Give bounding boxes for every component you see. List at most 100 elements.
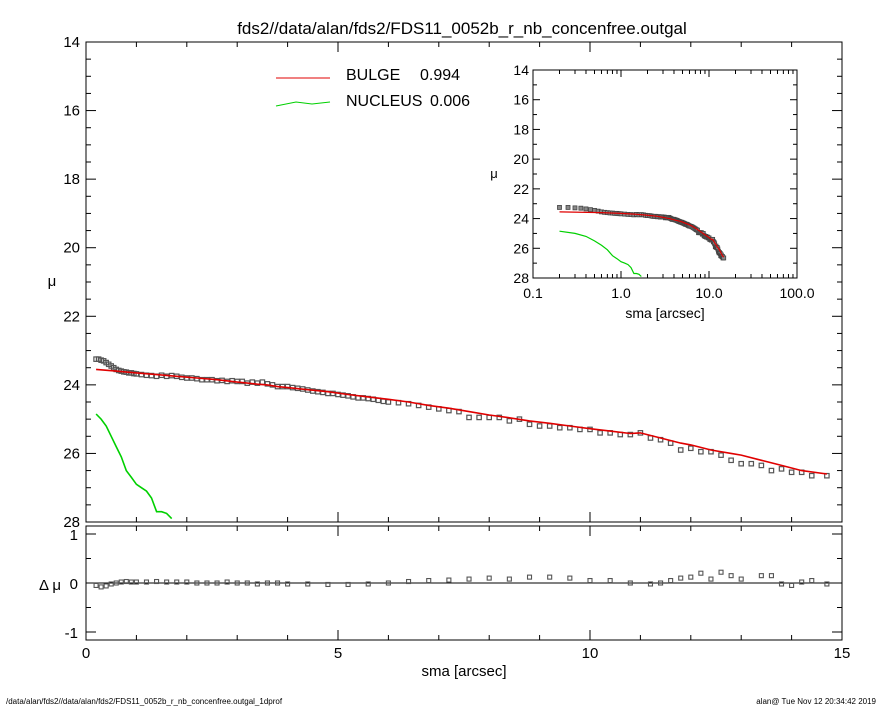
main-data-point bbox=[738, 460, 745, 467]
residual-data-point bbox=[264, 580, 270, 586]
residual-data-point bbox=[758, 573, 764, 579]
legend-bulge-name: BULGE bbox=[346, 67, 400, 84]
inset-x-tick-label: 10.0 bbox=[695, 285, 722, 301]
residual-data-point bbox=[174, 579, 180, 585]
inset-y-tick-label: 18 bbox=[513, 121, 529, 137]
inset-y-tick-label: 14 bbox=[513, 62, 529, 78]
main-data-point bbox=[320, 389, 326, 396]
inset-y-axis-label: μ bbox=[490, 166, 498, 181]
residual-data-point bbox=[778, 581, 785, 587]
main-data-point bbox=[748, 460, 755, 467]
main-data-point bbox=[728, 457, 734, 464]
main-data-point bbox=[758, 462, 765, 469]
inset-x-axis-label: sma [arcsec] bbox=[625, 305, 704, 321]
main-axis-ticks: 14 16 18 20 22 24 26 28 bbox=[63, 34, 843, 531]
main-y-tick-label: 16 bbox=[63, 103, 80, 120]
residual-data-point bbox=[98, 584, 104, 590]
residual-y-axis-label: Δ μ bbox=[39, 577, 61, 594]
residual-y-tick-label: 0 bbox=[70, 576, 78, 593]
residual-data-point bbox=[824, 581, 830, 587]
main-data-point bbox=[698, 448, 704, 455]
residual-data-point bbox=[194, 580, 200, 586]
inset-series-nucleus-line bbox=[559, 230, 642, 277]
residual-x-tick-label: 15 bbox=[834, 645, 851, 662]
residual-data-point bbox=[385, 580, 391, 586]
residual-data-point bbox=[204, 580, 210, 586]
inset-x-tick-label: 0.1 bbox=[523, 285, 543, 301]
main-data-point bbox=[506, 418, 513, 424]
residual-data-point bbox=[214, 580, 220, 586]
residual-data-point bbox=[325, 581, 331, 588]
main-data-point bbox=[788, 469, 795, 476]
main-data-point bbox=[536, 423, 543, 429]
residual-data-point bbox=[164, 579, 170, 585]
main-data-point bbox=[239, 378, 246, 385]
main-data-point bbox=[768, 467, 775, 474]
main-y-tick-label: 18 bbox=[63, 171, 80, 188]
residual-data-point bbox=[678, 575, 684, 581]
residual-data-point bbox=[668, 577, 674, 584]
residual-data-point bbox=[345, 581, 351, 588]
main-data-point bbox=[677, 447, 684, 453]
inset-x-tick-label: 100.0 bbox=[779, 285, 814, 301]
legend-bulge-value: 0.994 bbox=[420, 67, 460, 84]
main-data-point bbox=[340, 392, 346, 398]
main-y-tick-label: 20 bbox=[63, 240, 80, 257]
residual-data-point bbox=[184, 579, 190, 585]
main-y-tick-label: 14 bbox=[63, 34, 80, 51]
main-data-point bbox=[526, 421, 533, 428]
footer-file-path: /data/alan/fds2//data/alan/fds2/FDS11_00… bbox=[6, 697, 283, 706]
inset-y-tick-label: 20 bbox=[513, 151, 529, 167]
main-plot-series bbox=[93, 356, 830, 520]
residual-data-point bbox=[506, 576, 512, 582]
footer-user-timestamp: alan@ Tue Nov 12 20:34:42 2019 bbox=[756, 697, 876, 706]
inset-y-tick-label: 16 bbox=[513, 92, 529, 108]
inset-data-point bbox=[588, 207, 593, 213]
residual-data-point bbox=[647, 581, 654, 587]
main-data-point bbox=[380, 398, 387, 405]
inset-series-bulge-line bbox=[559, 211, 725, 258]
residual-data-point bbox=[809, 577, 815, 584]
residual-data-point bbox=[446, 577, 452, 583]
residual-data-point bbox=[627, 580, 633, 586]
residual-x-tick-label: 0 bbox=[82, 645, 90, 662]
residual-data-point bbox=[108, 581, 114, 587]
chart-title: fds2//data/alan/fds2/FDS11_0052b_r_nb_co… bbox=[237, 19, 687, 38]
inset-data-point bbox=[565, 205, 571, 210]
main-series-nucleus-line bbox=[95, 413, 173, 520]
residual-data-point bbox=[486, 575, 492, 581]
main-data-point bbox=[335, 391, 341, 398]
residual-data-point bbox=[708, 576, 714, 582]
inset-data-point bbox=[721, 255, 727, 261]
inset-data-point bbox=[578, 205, 584, 211]
main-y-axis-label: μ bbox=[48, 273, 57, 290]
residual-data-point bbox=[789, 582, 795, 589]
residual-data-point bbox=[143, 579, 150, 585]
residual-data-point bbox=[93, 582, 99, 589]
residual-data-point bbox=[154, 578, 160, 585]
residual-x-tick-label: 5 bbox=[334, 645, 342, 662]
inset-data-point bbox=[583, 206, 589, 212]
main-data-point bbox=[687, 445, 694, 452]
main-series-bulge-line bbox=[96, 368, 828, 475]
residual-data-point bbox=[587, 577, 593, 584]
main-y-tick-label: 28 bbox=[63, 514, 80, 531]
residual-data-point bbox=[567, 575, 573, 581]
residual-data-point bbox=[738, 576, 744, 582]
residual-data-point bbox=[426, 577, 432, 584]
residual-data-point bbox=[234, 580, 240, 586]
main-data-point bbox=[199, 376, 205, 383]
residual-plot-series bbox=[86, 569, 842, 590]
residual-data-point bbox=[698, 570, 704, 576]
inset-y-tick-label: 24 bbox=[513, 211, 529, 227]
residual-x-axis-label: sma [arcsec] bbox=[421, 663, 506, 680]
main-data-point bbox=[254, 380, 261, 386]
main-data-point bbox=[718, 452, 724, 458]
legend-nucleus-name: NUCLEUS bbox=[346, 93, 422, 110]
legend-nucleus-value: 0.006 bbox=[430, 93, 470, 110]
main-data-point bbox=[778, 466, 785, 472]
inset-y-tick-label: 28 bbox=[513, 270, 529, 286]
main-data-point bbox=[345, 393, 351, 399]
